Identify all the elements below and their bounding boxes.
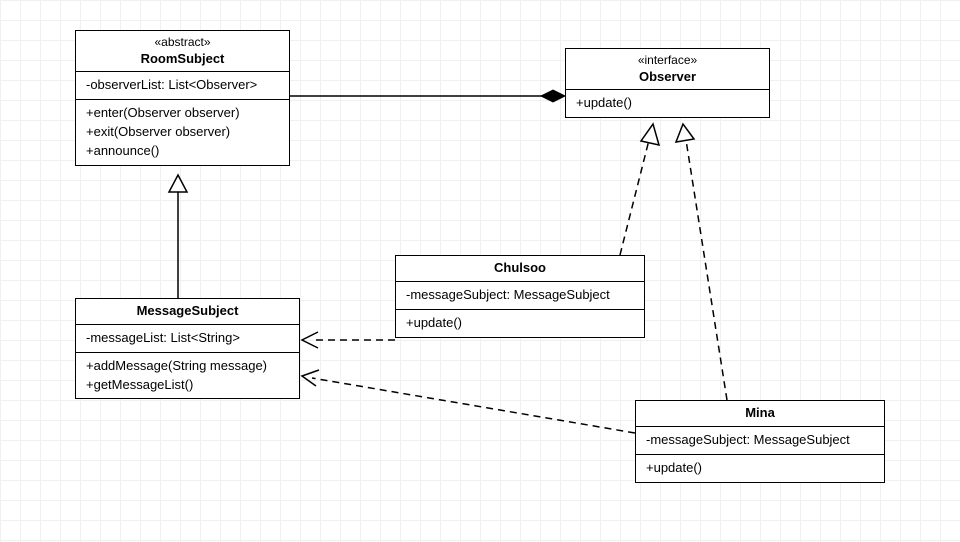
method: +announce() bbox=[86, 142, 279, 161]
class-chulsoo: Chulsoo -messageSubject: MessageSubject … bbox=[395, 255, 645, 338]
attributes-section: -messageList: List<String> bbox=[76, 325, 299, 353]
method: +addMessage(String message) bbox=[86, 357, 289, 376]
class-name-label: MessageSubject bbox=[86, 303, 289, 320]
class-header: «abstract» RoomSubject bbox=[76, 31, 289, 72]
method: +update() bbox=[406, 314, 634, 333]
method: +getMessageList() bbox=[86, 376, 289, 395]
method: +enter(Observer observer) bbox=[86, 104, 279, 123]
attribute: -messageList: List<String> bbox=[86, 329, 289, 348]
attribute: -messageSubject: MessageSubject bbox=[406, 286, 634, 305]
method: +exit(Observer observer) bbox=[86, 123, 279, 142]
method: +update() bbox=[646, 459, 874, 478]
class-header: Mina bbox=[636, 401, 884, 427]
class-header: MessageSubject bbox=[76, 299, 299, 325]
class-message-subject: MessageSubject -messageList: List<String… bbox=[75, 298, 300, 399]
class-name-label: Observer bbox=[576, 69, 759, 86]
attributes-section: -messageSubject: MessageSubject bbox=[636, 427, 884, 455]
class-header: Chulsoo bbox=[396, 256, 644, 282]
class-name-label: Chulsoo bbox=[406, 260, 634, 277]
class-name-label: Mina bbox=[646, 405, 874, 422]
class-name-label: RoomSubject bbox=[86, 51, 279, 68]
stereotype-label: «interface» bbox=[576, 53, 759, 69]
methods-section: +addMessage(String message) +getMessageL… bbox=[76, 353, 299, 399]
attributes-section: -messageSubject: MessageSubject bbox=[396, 282, 644, 310]
class-observer: «interface» Observer +update() bbox=[565, 48, 770, 118]
class-room-subject: «abstract» RoomSubject -observerList: Li… bbox=[75, 30, 290, 166]
method: +update() bbox=[576, 94, 759, 113]
attributes-section: -observerList: List<Observer> bbox=[76, 72, 289, 100]
attribute: -observerList: List<Observer> bbox=[86, 76, 279, 95]
methods-section: +enter(Observer observer) +exit(Observer… bbox=[76, 100, 289, 165]
methods-section: +update() bbox=[396, 310, 644, 337]
attribute: -messageSubject: MessageSubject bbox=[646, 431, 874, 450]
methods-section: +update() bbox=[636, 455, 884, 482]
class-header: «interface» Observer bbox=[566, 49, 769, 90]
stereotype-label: «abstract» bbox=[86, 35, 279, 51]
class-mina: Mina -messageSubject: MessageSubject +up… bbox=[635, 400, 885, 483]
methods-section: +update() bbox=[566, 90, 769, 117]
